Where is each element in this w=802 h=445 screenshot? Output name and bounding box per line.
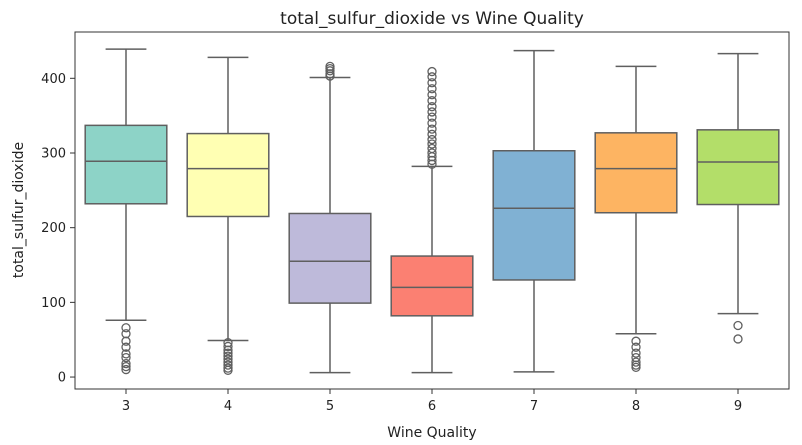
outlier-8-4 [631,357,641,367]
box-5 [288,212,372,304]
box-group-5 [288,61,372,374]
outlier-3-6 [121,358,131,369]
outlier-3-3 [121,342,131,352]
box-9 [696,129,780,206]
box-group-9 [696,52,780,344]
outlier-6-17 [427,72,437,82]
plot-frame [74,31,790,390]
outlier-9-0 [733,320,743,331]
outlier-3-1 [121,329,131,339]
y-tick-label-200: 200 [41,221,66,236]
x-tick-label-8: 8 [632,399,640,414]
outlier-3-0 [121,323,131,333]
outlier-4-5 [223,354,233,364]
outlier-6-18 [427,66,437,77]
y-tick-label-100: 100 [41,296,66,311]
outlier-4-4 [223,351,233,361]
outlier-6-4 [427,143,437,154]
x-tick-label-7: 7 [530,399,538,414]
outlier-6-14 [427,90,437,100]
box-4 [186,132,270,218]
outlier-4-9 [223,365,233,375]
outlier-8-1 [631,342,641,352]
outlier-4-1 [223,341,233,352]
outlier-6-7 [427,129,437,139]
outlier-3-2 [121,336,131,346]
outlier-6-8 [427,124,437,134]
x-tick-label-3: 3 [122,399,130,414]
outlier-3-5 [121,352,131,363]
outlier-9-1 [733,334,743,344]
box-8 [594,132,678,214]
x-axis: 3 4 5 6 7 8 9 [122,389,742,414]
outlier-4-2 [223,345,233,355]
outlier-4-7 [223,360,233,370]
x-tick-label-6: 6 [428,399,436,414]
outlier-8-6 [631,362,641,372]
x-tick-label-9: 9 [734,399,742,414]
outlier-6-13 [427,96,437,106]
box-3 [84,124,168,205]
x-tick-label-5: 5 [326,399,334,414]
y-tick-label-300: 300 [41,146,66,161]
outlier-6-16 [427,78,437,88]
box-6 [390,255,474,317]
outlier-6-10 [427,112,437,122]
y-axis: 0 100 200 300 400 [41,72,75,386]
outlier-6-5 [427,139,437,149]
outlier-3-7 [121,361,131,372]
outlier-3-8 [121,364,131,375]
outlier-8-0 [631,336,641,346]
box-group-7 [492,49,576,373]
outlier-6-11 [427,107,437,117]
outlier-6-9 [427,118,437,128]
y-tick-label-400: 400 [41,72,66,87]
outlier-3-4 [121,349,131,359]
box-group-4 [186,56,270,375]
box-group-8 [594,65,678,372]
outlier-6-12 [427,102,437,112]
box-7 [492,150,576,281]
outlier-5-4 [325,61,335,72]
outlier-8-2 [631,348,641,358]
chart-title: total_sulfur_dioxide vs Wine Quality [280,9,584,29]
plot-area [84,48,780,375]
x-tick-label-4: 4 [224,399,232,414]
outlier-4-3 [223,348,233,358]
y-axis-label: total_sulfur_dioxide [11,142,27,278]
y-tick-label-0: 0 [58,371,66,386]
outlier-6-3 [427,148,437,158]
box-group-6 [390,66,474,374]
outlier-6-15 [427,84,437,94]
box-group-3 [84,48,168,375]
x-axis-label: Wine Quality [387,425,476,441]
outlier-6-6 [427,134,437,145]
